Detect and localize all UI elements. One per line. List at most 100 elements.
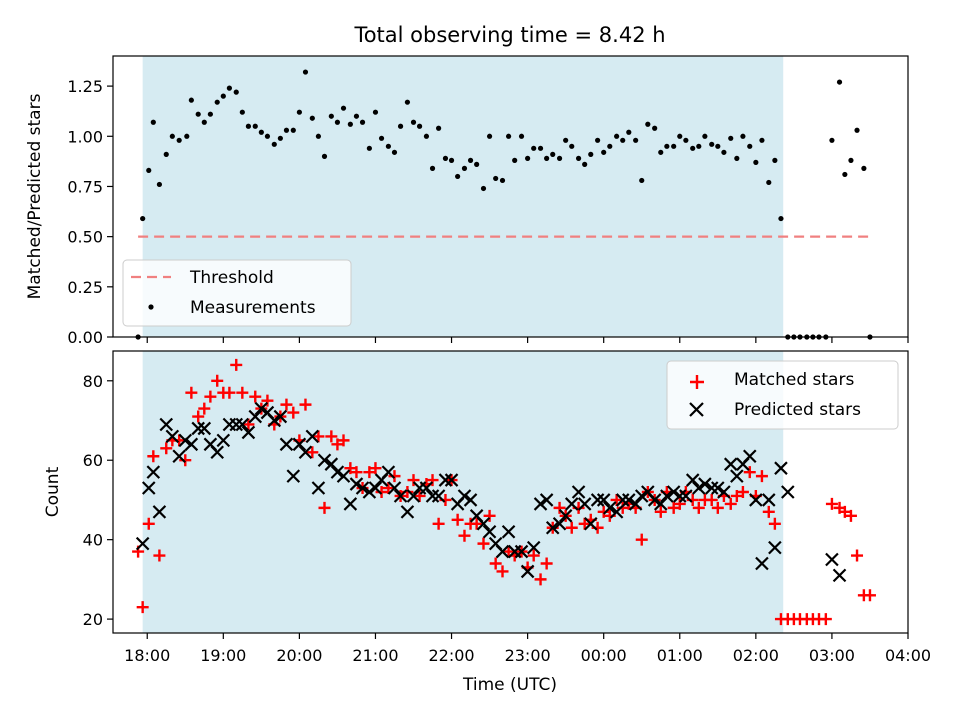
measurement-point [702, 133, 708, 139]
chart-title: Total observing time = 8.42 h [353, 23, 665, 47]
measurement-point [493, 175, 499, 182]
predicted-stars-point [495, 544, 510, 559]
count-panel-frame [112, 350, 909, 634]
predicted-stars-point [431, 489, 446, 503]
measurement-point [709, 141, 715, 147]
measurement-point [176, 137, 182, 143]
matched-stars-point [496, 565, 509, 578]
measurement-point [537, 145, 544, 151]
matched-stars-point [350, 466, 363, 479]
measurement-point [258, 129, 264, 135]
measurement-point [290, 127, 296, 133]
matched-stars-point [743, 466, 756, 479]
count-y-axis-label: Count [43, 466, 63, 517]
measurement-point [467, 157, 474, 163]
predicted-stars-point [742, 449, 757, 464]
measurement-point [544, 155, 550, 161]
measurement-point [264, 133, 271, 139]
predicted-stars-point [514, 544, 529, 559]
measurement-point [429, 165, 436, 171]
matched-stars-point [287, 406, 300, 419]
measurement-point [614, 133, 620, 139]
measurement-point [207, 111, 213, 117]
x-axis-label: Time (UTC) [462, 675, 557, 695]
measurement-point [277, 135, 283, 141]
measurement-point [245, 123, 252, 129]
measurement-point [499, 177, 506, 184]
matched-stars-point [825, 497, 838, 510]
measurement-point [556, 155, 563, 161]
measurement-point [423, 133, 430, 139]
measurement-point [759, 137, 765, 143]
matched-stars-point [553, 501, 566, 514]
predicted-stars-point [558, 509, 573, 523]
matched-stars-point [489, 557, 502, 570]
predicted-stars-point [666, 485, 681, 499]
count-x-axis: 18:00 19:00 20:00 21:00 22:00 23:00 00:00 01:00… [124, 633, 931, 665]
predicted-stars-point [672, 489, 687, 503]
predicted-stars-point [141, 481, 156, 495]
predicted-stars-point [768, 540, 782, 555]
predicted-stars-point [178, 433, 193, 448]
predicted-stars-point [381, 465, 396, 479]
x-tick-label: 19:00 [200, 646, 246, 665]
predicted-stars-point [324, 457, 339, 471]
predicted-stars-point [653, 497, 668, 511]
measurement-point [601, 149, 607, 155]
predicted-stars-point [330, 465, 345, 479]
matched-stars-point [306, 446, 319, 459]
predicted-stars-point [539, 493, 554, 507]
x-tick-label: 22:00 [428, 646, 474, 665]
predicted-stars-point [634, 489, 649, 503]
predicted-stars-point [647, 493, 662, 507]
matched-stars-point [249, 390, 262, 403]
measurement-point [416, 123, 423, 129]
matched-stars-point [185, 386, 198, 399]
matched-stars-point [597, 505, 610, 518]
predicted-stars-point [146, 465, 161, 479]
y-tick-label: 20 [83, 610, 103, 629]
measurement-point [359, 119, 366, 125]
predicted-stars-point [286, 469, 301, 483]
measurement-point [436, 125, 442, 131]
matched-stars-point [318, 501, 331, 514]
predicted-stars-point [235, 417, 250, 432]
measurement-point [633, 137, 639, 143]
matched-stars-point [819, 613, 832, 626]
matched-stars-point [413, 489, 426, 502]
matched-stars-point [363, 466, 376, 479]
ratio-x-ticks [146, 337, 909, 343]
measurement-point [728, 135, 734, 141]
matched-stars-point [483, 509, 496, 522]
predicted-stars-point [355, 481, 370, 495]
measurement-point [334, 119, 341, 125]
predicted-stars-point [825, 552, 839, 567]
x-tick-label: 20:00 [276, 646, 322, 665]
measurement-point [569, 143, 575, 149]
measurement-point [486, 133, 493, 139]
matched-stars-point [863, 589, 876, 602]
matched-stars-point [230, 358, 243, 371]
matched-stars-point [299, 398, 312, 411]
predicted-stars-point [438, 473, 453, 487]
measurement-point [848, 157, 854, 163]
predicted-stars-point [520, 564, 535, 579]
matched-stars-point [192, 410, 205, 423]
measurement-point [753, 159, 759, 165]
measurement-point [309, 115, 315, 121]
predicted-stars-point [615, 493, 630, 507]
measurement-point [512, 157, 518, 163]
measurement-point [734, 155, 740, 161]
predicted-stars-point [393, 489, 408, 503]
predicted-stars-point [419, 481, 434, 495]
measurement-point [854, 127, 860, 133]
predicted-stars-point [545, 520, 560, 535]
x-tick-label: 04:00 [885, 646, 931, 665]
measurement-point [474, 161, 480, 167]
matched-stars-series [132, 358, 876, 626]
predicted-stars-point [444, 473, 459, 487]
measurement-point [188, 97, 194, 103]
predicted-stars-point [165, 429, 180, 444]
matched-stars-point [204, 390, 217, 403]
predicted-stars-point [349, 477, 364, 491]
